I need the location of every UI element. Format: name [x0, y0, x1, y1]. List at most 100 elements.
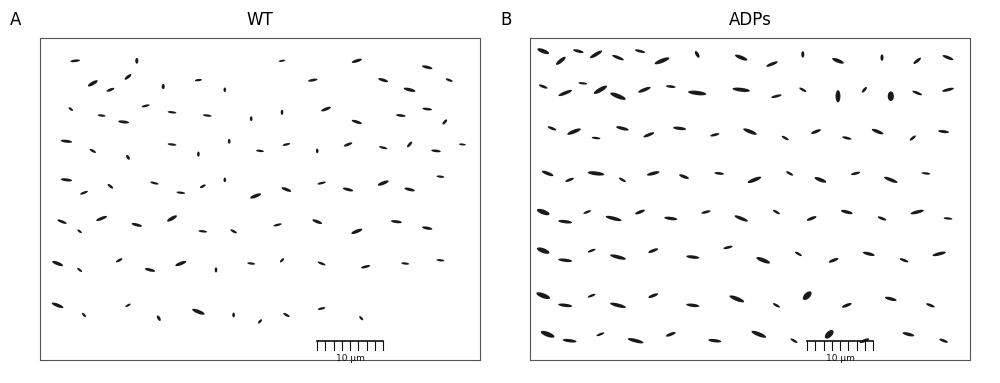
- Ellipse shape: [195, 79, 202, 81]
- Ellipse shape: [815, 177, 826, 183]
- Ellipse shape: [610, 93, 626, 100]
- Ellipse shape: [198, 230, 207, 232]
- Ellipse shape: [69, 107, 73, 111]
- Ellipse shape: [352, 120, 362, 124]
- Ellipse shape: [361, 265, 370, 268]
- Ellipse shape: [686, 304, 699, 307]
- Ellipse shape: [343, 188, 353, 192]
- Ellipse shape: [96, 216, 107, 221]
- Ellipse shape: [422, 226, 432, 230]
- Ellipse shape: [567, 128, 581, 135]
- Ellipse shape: [842, 303, 852, 308]
- Ellipse shape: [900, 258, 908, 262]
- Ellipse shape: [628, 338, 643, 344]
- Ellipse shape: [832, 58, 844, 64]
- Ellipse shape: [912, 91, 922, 95]
- Ellipse shape: [61, 178, 72, 182]
- Ellipse shape: [273, 223, 282, 226]
- Ellipse shape: [378, 78, 388, 82]
- Ellipse shape: [108, 184, 113, 188]
- Ellipse shape: [811, 129, 821, 134]
- Ellipse shape: [597, 332, 604, 336]
- Ellipse shape: [782, 136, 789, 140]
- Ellipse shape: [118, 120, 129, 124]
- Ellipse shape: [836, 90, 840, 102]
- Ellipse shape: [192, 309, 205, 315]
- Ellipse shape: [281, 110, 283, 115]
- Ellipse shape: [80, 191, 88, 195]
- Ellipse shape: [537, 209, 549, 215]
- Ellipse shape: [673, 127, 686, 130]
- Ellipse shape: [888, 92, 894, 101]
- Ellipse shape: [688, 91, 706, 95]
- Ellipse shape: [352, 59, 362, 63]
- Ellipse shape: [933, 252, 946, 256]
- Ellipse shape: [841, 210, 853, 214]
- Ellipse shape: [542, 171, 553, 176]
- Ellipse shape: [643, 132, 654, 137]
- Ellipse shape: [829, 258, 838, 263]
- Ellipse shape: [126, 155, 130, 160]
- Ellipse shape: [666, 85, 676, 88]
- Ellipse shape: [88, 80, 98, 87]
- Ellipse shape: [317, 182, 326, 185]
- Ellipse shape: [167, 215, 177, 222]
- Ellipse shape: [536, 292, 550, 299]
- Ellipse shape: [106, 88, 114, 92]
- Ellipse shape: [223, 178, 226, 182]
- Ellipse shape: [283, 313, 290, 317]
- Text: 10 μm: 10 μm: [336, 354, 365, 363]
- Ellipse shape: [558, 90, 572, 96]
- Ellipse shape: [773, 210, 780, 214]
- Ellipse shape: [878, 216, 886, 221]
- Ellipse shape: [842, 136, 851, 140]
- Ellipse shape: [142, 105, 150, 107]
- Ellipse shape: [735, 55, 747, 61]
- Ellipse shape: [588, 294, 595, 298]
- Ellipse shape: [734, 215, 748, 222]
- Ellipse shape: [404, 188, 415, 192]
- Ellipse shape: [396, 114, 406, 117]
- Text: ADPs: ADPs: [729, 11, 771, 29]
- Ellipse shape: [162, 84, 165, 89]
- Ellipse shape: [786, 171, 793, 176]
- Ellipse shape: [548, 126, 556, 131]
- Ellipse shape: [880, 54, 884, 61]
- Ellipse shape: [378, 180, 389, 186]
- Ellipse shape: [125, 304, 131, 307]
- Ellipse shape: [351, 229, 362, 234]
- Ellipse shape: [714, 172, 724, 175]
- Ellipse shape: [223, 88, 226, 92]
- Ellipse shape: [318, 262, 325, 265]
- Ellipse shape: [872, 129, 883, 134]
- Ellipse shape: [70, 59, 80, 62]
- Ellipse shape: [773, 303, 780, 308]
- Ellipse shape: [723, 246, 733, 249]
- Ellipse shape: [197, 152, 200, 157]
- Ellipse shape: [537, 247, 549, 254]
- Ellipse shape: [938, 130, 949, 133]
- Ellipse shape: [541, 331, 554, 338]
- Ellipse shape: [701, 210, 711, 214]
- Ellipse shape: [756, 257, 770, 264]
- Ellipse shape: [903, 332, 914, 336]
- Ellipse shape: [125, 74, 131, 80]
- Ellipse shape: [619, 178, 626, 182]
- Ellipse shape: [282, 187, 291, 192]
- Ellipse shape: [256, 150, 264, 152]
- Ellipse shape: [648, 248, 658, 253]
- Ellipse shape: [748, 177, 761, 183]
- Ellipse shape: [565, 178, 574, 182]
- Ellipse shape: [98, 114, 106, 117]
- Ellipse shape: [710, 133, 719, 136]
- Ellipse shape: [558, 303, 572, 307]
- Ellipse shape: [733, 88, 750, 92]
- Ellipse shape: [862, 87, 867, 93]
- Ellipse shape: [422, 65, 432, 69]
- Ellipse shape: [431, 149, 441, 152]
- Ellipse shape: [648, 293, 658, 298]
- Ellipse shape: [168, 143, 176, 146]
- Ellipse shape: [638, 87, 651, 93]
- Ellipse shape: [135, 58, 138, 64]
- Ellipse shape: [157, 316, 161, 321]
